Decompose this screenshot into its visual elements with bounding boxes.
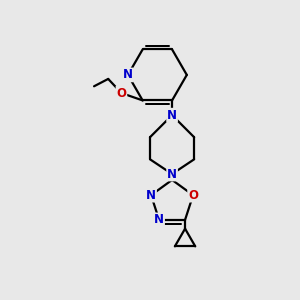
Text: N: N xyxy=(123,68,133,81)
Text: N: N xyxy=(167,109,177,122)
Text: N: N xyxy=(167,167,177,181)
Text: O: O xyxy=(116,87,126,100)
Text: N: N xyxy=(154,213,164,226)
Text: N: N xyxy=(146,189,156,202)
Text: O: O xyxy=(188,189,198,202)
